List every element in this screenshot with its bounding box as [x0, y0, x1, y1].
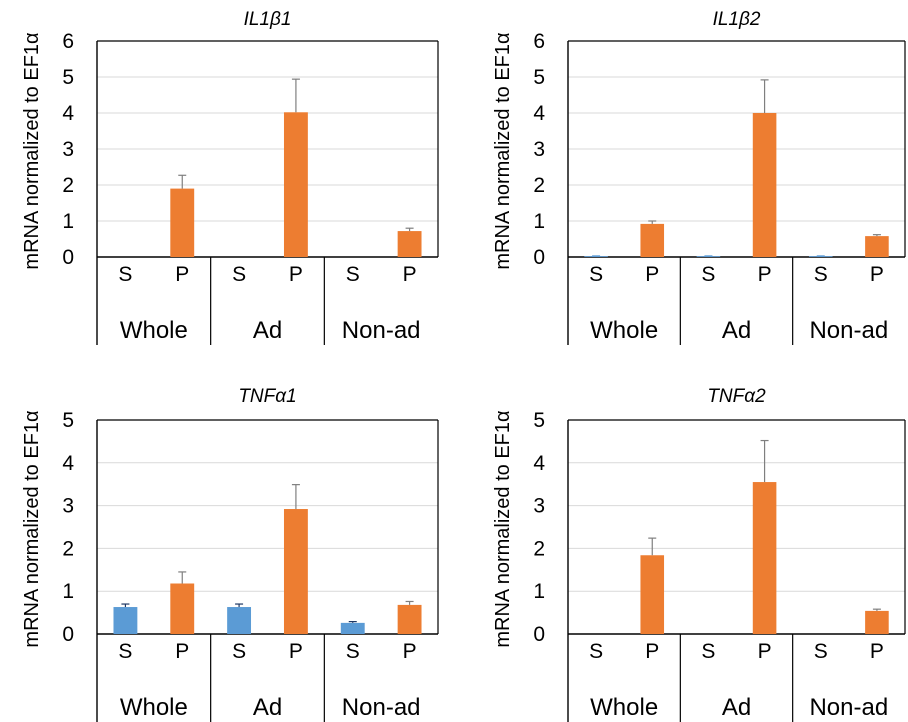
y-tick-label: 5	[533, 409, 545, 432]
bar-p-6	[397, 231, 422, 257]
x-tick-label: S	[232, 263, 246, 286]
group-label: Ad	[722, 694, 751, 721]
y-tick-label: 3	[62, 138, 74, 161]
y-tick-label: 4	[533, 452, 545, 475]
x-tick-label: P	[645, 640, 659, 663]
y-tick-label: 2	[533, 174, 545, 197]
chart-title: TNFα1	[238, 386, 296, 407]
y-axis-label: mRNA normalized to EF1α	[492, 32, 514, 269]
y-tick-label: 0	[533, 623, 545, 646]
bar-p-2	[170, 188, 195, 257]
group-label: Ad	[253, 317, 282, 344]
y-tick-label: 3	[533, 138, 545, 161]
chart-title: IL1β2	[713, 9, 761, 30]
y-axis-label: mRNA normalized to EF1α	[492, 410, 514, 647]
x-tick-label: P	[175, 263, 189, 286]
y-tick-label: 1	[62, 580, 74, 603]
chart-title: TNFα2	[707, 386, 766, 407]
bar-p-2	[640, 223, 665, 257]
y-tick-label: 4	[533, 102, 545, 125]
y-tick-label: 3	[62, 495, 74, 518]
bar-p-6	[865, 236, 889, 257]
x-tick-label: S	[701, 263, 715, 286]
x-tick-label: P	[403, 640, 417, 663]
x-tick-label: S	[118, 263, 132, 286]
y-tick-label: 2	[62, 537, 74, 560]
chart-panel-1: 0 1 2 3 4 5 6 S P S P S P Whole Ad Non-ad IL1β1 mRNA norm…	[21, 9, 439, 345]
bar-p-6	[397, 604, 422, 634]
bar-p-4	[752, 113, 777, 257]
group-label: Non-ad	[809, 694, 888, 721]
x-tick-label: S	[589, 640, 603, 663]
chart-panel-2: 0 1 2 3 4 5 6 S P S P S P Whole Ad Non-ad IL1β2 mRNA norm…	[492, 9, 906, 345]
bar-s-1	[113, 607, 138, 634]
y-tick-label: 1	[62, 210, 74, 233]
group-label: Whole	[590, 317, 658, 344]
y-tick-label: 0	[62, 246, 74, 269]
bar-p-4	[283, 112, 308, 257]
chart-panel-4: 0 1 2 3 4 5 S P S P S P Whole Ad Non-ad TNFα2 mRNA norma…	[492, 386, 906, 722]
y-tick-label: 2	[533, 537, 545, 560]
x-tick-label: P	[289, 640, 303, 663]
y-tick-label: 2	[62, 174, 74, 197]
y-axis-label: mRNA normalized to EF1α	[21, 410, 43, 647]
y-tick-label: 4	[62, 102, 74, 125]
x-tick-label: S	[814, 263, 828, 286]
x-tick-label: S	[701, 640, 715, 663]
x-tick-label: S	[232, 640, 246, 663]
bar-p-4	[752, 482, 777, 634]
group-label: Ad	[722, 317, 751, 344]
group-label: Whole	[590, 694, 658, 721]
y-tick-label: 5	[62, 409, 74, 432]
x-tick-label: S	[589, 263, 603, 286]
y-tick-label: 5	[533, 66, 545, 89]
y-tick-label: 1	[533, 580, 545, 603]
chart-panel-3: 0 1 2 3 4 5 S P S P S P Whole Ad Non-ad TNFα1 mRNA norma…	[21, 386, 439, 722]
bar-p-4	[283, 509, 308, 634]
y-tick-label: 4	[62, 452, 74, 475]
y-tick-label: 0	[62, 623, 74, 646]
bar-p-2	[170, 583, 195, 634]
x-tick-label: P	[870, 640, 884, 663]
group-label: Non-ad	[342, 694, 421, 721]
y-tick-label: 5	[62, 66, 74, 89]
bar-p-2	[640, 555, 665, 634]
y-tick-label: 6	[533, 30, 545, 53]
group-label: Non-ad	[342, 317, 421, 344]
group-label: Ad	[253, 694, 282, 721]
x-tick-label: S	[346, 640, 360, 663]
group-label: Non-ad	[809, 317, 888, 344]
bar-s-3	[227, 607, 252, 634]
y-tick-label: 6	[62, 30, 74, 53]
x-tick-label: P	[175, 640, 189, 663]
group-label: Whole	[120, 317, 188, 344]
x-tick-label: P	[758, 640, 772, 663]
x-tick-label: S	[118, 640, 132, 663]
x-tick-label: S	[814, 640, 828, 663]
x-tick-label: P	[758, 263, 772, 286]
chart-title: IL1β1	[244, 9, 292, 30]
x-tick-label: P	[870, 263, 884, 286]
y-axis-label: mRNA normalized to EF1α	[21, 32, 43, 269]
x-tick-label: S	[346, 263, 360, 286]
group-label: Whole	[120, 694, 188, 721]
y-tick-label: 0	[533, 246, 545, 269]
x-tick-label: P	[403, 263, 417, 286]
y-tick-label: 3	[533, 495, 545, 518]
y-tick-label: 1	[533, 210, 545, 233]
x-tick-label: P	[289, 263, 303, 286]
x-tick-label: P	[645, 263, 659, 286]
bar-s-5	[340, 622, 365, 634]
bar-p-6	[865, 610, 889, 634]
